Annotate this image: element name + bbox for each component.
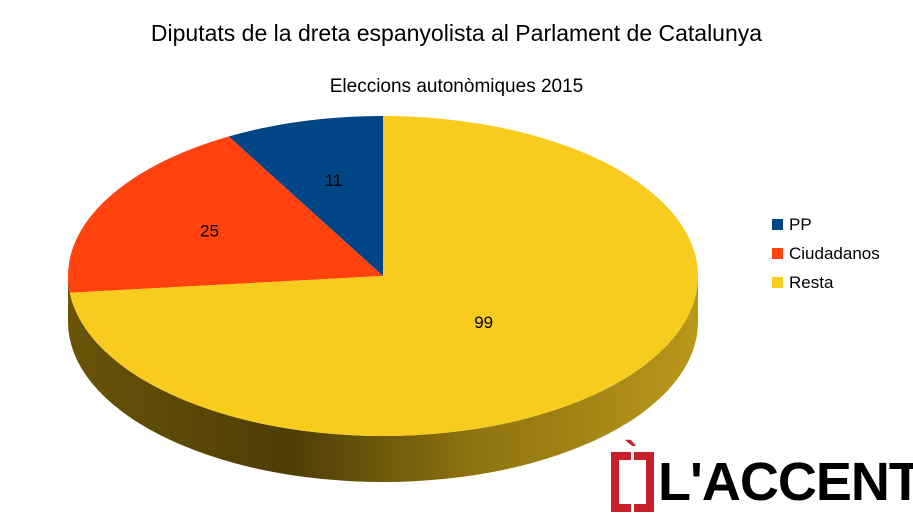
- slice-label-resta: 99: [474, 313, 493, 332]
- legend-label-pp: PP: [789, 214, 812, 234]
- pie-slice-pp: [228, 116, 383, 276]
- chart-title: Diputats de la dreta espanyolista al Par…: [150, 20, 763, 46]
- legend-label-ciudadanos: Ciudadanos: [789, 243, 880, 263]
- legend-item-ciudadanos: Ciudadanos: [772, 239, 880, 268]
- pie-slice-ciudadanos: [68, 136, 383, 293]
- logo-bracket-left: [611, 452, 631, 512]
- logo-bracket-right: [634, 452, 654, 512]
- legend-label-resta: Resta: [789, 272, 834, 292]
- laccent-logo: ` L'ACCENT: [608, 436, 913, 514]
- logo-grave-accent: `: [624, 434, 638, 478]
- legend: PP Ciudadanos Resta: [772, 210, 880, 297]
- logo-text: L'ACCENT: [658, 452, 913, 512]
- chart-subtitle: Eleccions autonòmiques 2015: [329, 76, 584, 97]
- slice-label-pp: 11: [325, 171, 343, 190]
- slice-label-ciudadanos: 25: [200, 221, 219, 240]
- pie-side-wall: [68, 276, 698, 482]
- pie-slice-resta: [69, 116, 699, 437]
- legend-swatch-ciudadanos: [772, 248, 783, 259]
- legend-swatch-pp: [772, 219, 783, 230]
- legend-item-resta: Resta: [772, 268, 880, 297]
- legend-item-pp: PP: [772, 210, 880, 239]
- legend-swatch-resta: [772, 277, 783, 288]
